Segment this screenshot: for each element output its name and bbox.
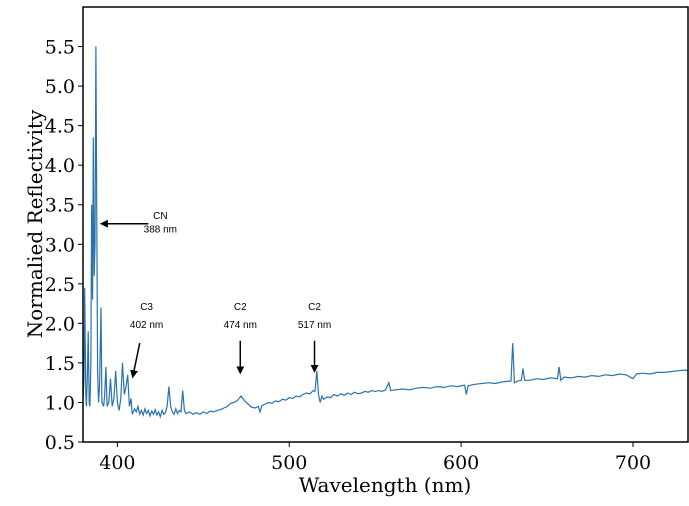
annotation-wavelength: 402 nm <box>130 320 163 331</box>
y-tick-label: 5.0 <box>45 76 75 98</box>
y-tick-label: 1.0 <box>45 392 75 414</box>
spectrum-line <box>83 46 688 419</box>
y-tick-label: 5.5 <box>45 37 75 59</box>
annotation-arrow <box>130 342 141 379</box>
annotation-cn: CN 388 nm <box>99 211 177 235</box>
annotation-molecule: CN <box>153 211 167 222</box>
y-tick-label: 3.0 <box>45 234 75 256</box>
y-tick-label: 2.5 <box>45 274 75 296</box>
annotation-wavelength: 388 nm <box>144 224 177 235</box>
x-tick-label: 600 <box>443 452 479 474</box>
x-tick-label: 700 <box>615 452 651 474</box>
plot-frame <box>82 6 689 443</box>
annotation-molecule: C2 <box>308 302 321 313</box>
y-tick-label: 3.5 <box>45 195 75 217</box>
annotation-molecule: C3 <box>140 302 153 313</box>
y-tick-label: 4.0 <box>45 155 75 177</box>
x-tick-label: 500 <box>271 452 307 474</box>
x-axis-label: Wavelength (nm) <box>299 473 472 497</box>
y-tick-label: 4.5 <box>45 116 75 138</box>
annotation-c2a: C2 474 nm <box>224 302 257 375</box>
annotation-wavelength: 517 nm <box>298 320 331 331</box>
annotation-wavelength: 474 nm <box>224 320 257 331</box>
y-tick-label: 0.5 <box>45 432 75 454</box>
y-tick-label: 2.0 <box>45 313 75 335</box>
annotation-c2b: C2 517 nm <box>298 302 331 373</box>
y-axis-label: Normalied Reflectivity <box>23 109 47 338</box>
y-tick-label: 1.5 <box>45 353 75 375</box>
annotation-molecule: C2 <box>234 302 247 313</box>
x-tick-label: 400 <box>99 452 135 474</box>
annotation-c3: C3 402 nm <box>130 302 163 379</box>
